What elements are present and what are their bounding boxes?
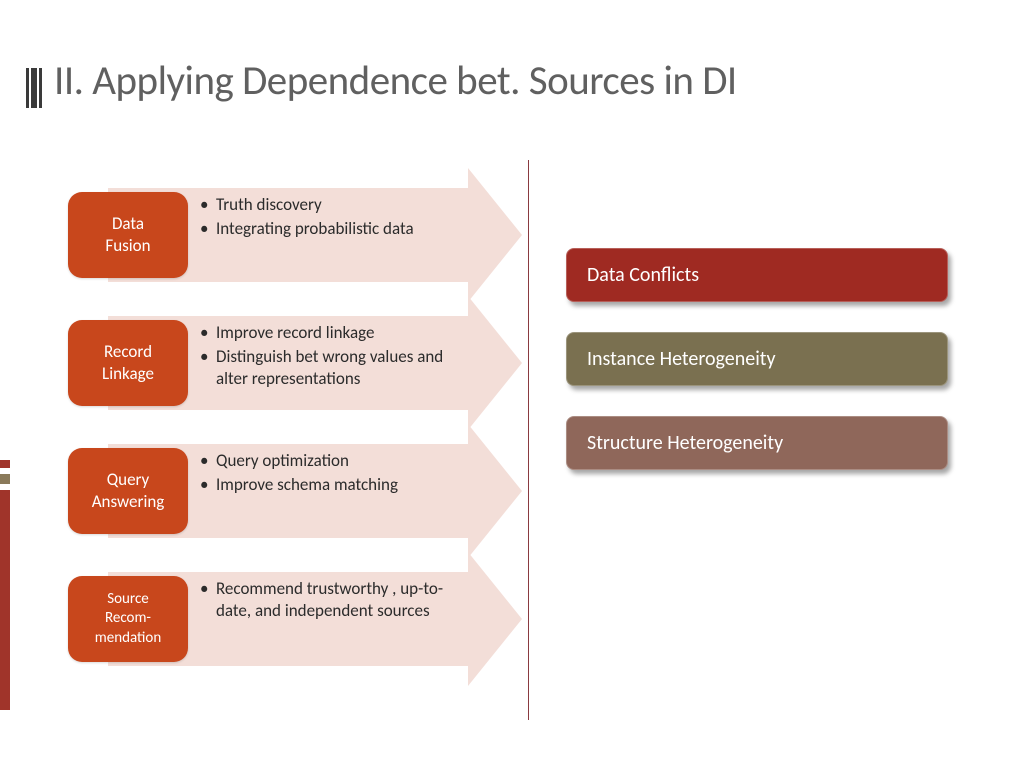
arrow-label-line: Answering [92,491,165,513]
arrow-label-line: Fusion [105,235,150,257]
side-accent-segment [0,460,10,468]
arrow-bullet: Query optimization [200,450,450,472]
arrow-bullet: Recommend trustworthy , up-to-date, and … [200,578,450,622]
arrow-bullet-list: Improve record linkageDistinguish bet wr… [200,322,450,392]
arrow-label-line: Data [112,213,144,235]
arrow-head-icon [468,552,522,686]
arrow-label-line: Record [104,341,152,363]
arrow-head-icon [468,424,522,558]
arrow-label-line: Source [107,590,149,610]
arrow-row: DataFusionTruth discoveryIntegrating pro… [68,180,488,290]
arrow-row: SourceRecom-mendation Recommend trustwort… [68,564,488,674]
arrow-label: QueryAnswering [68,448,188,534]
category-pill: Instance Heterogeneity [566,332,948,386]
arrow-bullet-list: Truth discoveryIntegrating probabilistic… [200,194,450,242]
right-pill-column: Data Conflicts Instance Heterogeneity Stru… [566,248,966,500]
arrow-bullet: Truth discovery [200,194,450,216]
arrow-label-line: Recom- [105,609,151,629]
side-accent-icon [0,460,10,710]
left-arrow-column: DataFusionTruth discoveryIntegrating pro… [68,180,488,692]
side-accent-segment [0,474,10,484]
category-pill-label: Instance Heterogeneity [587,347,776,371]
arrow-row: QueryAnsweringQuery optimizationImprove … [68,436,488,546]
arrow-label: SourceRecom-mendation [68,576,188,662]
arrow-bullet: Integrating probabilistic data [200,218,450,240]
arrow-label-line: mendation [95,629,161,649]
arrow-head-icon [468,168,522,302]
arrow-bullet: Distinguish bet wrong values and alter r… [200,346,450,390]
arrow-bullet-list: Recommend trustworthy , up-to-date, and … [200,578,450,624]
arrow-head-icon [468,296,522,430]
slide-title: II. Applying Dependence bet. Sources in … [54,56,737,106]
arrow-bullet-list: Query optimizationImprove schema matchin… [200,450,450,498]
arrow-label: DataFusion [68,192,188,278]
side-accent-segment [0,490,10,710]
arrow-bullet: Improve schema matching [200,474,450,496]
category-pill-label: Structure Heterogeneity [587,431,783,455]
arrow-row: RecordLinkageImprove record linkageDisti… [68,308,488,418]
category-pill-label: Data Conflicts [587,263,699,287]
arrow-label-line: Linkage [102,363,154,385]
category-pill: Data Conflicts [566,248,948,302]
category-pill: Structure Heterogeneity [566,416,948,470]
arrow-label: RecordLinkage [68,320,188,406]
arrow-bullet: Improve record linkage [200,322,450,344]
arrow-label-line: Query [107,469,150,491]
title-accent-icon [26,68,42,108]
vertical-divider [528,160,529,720]
